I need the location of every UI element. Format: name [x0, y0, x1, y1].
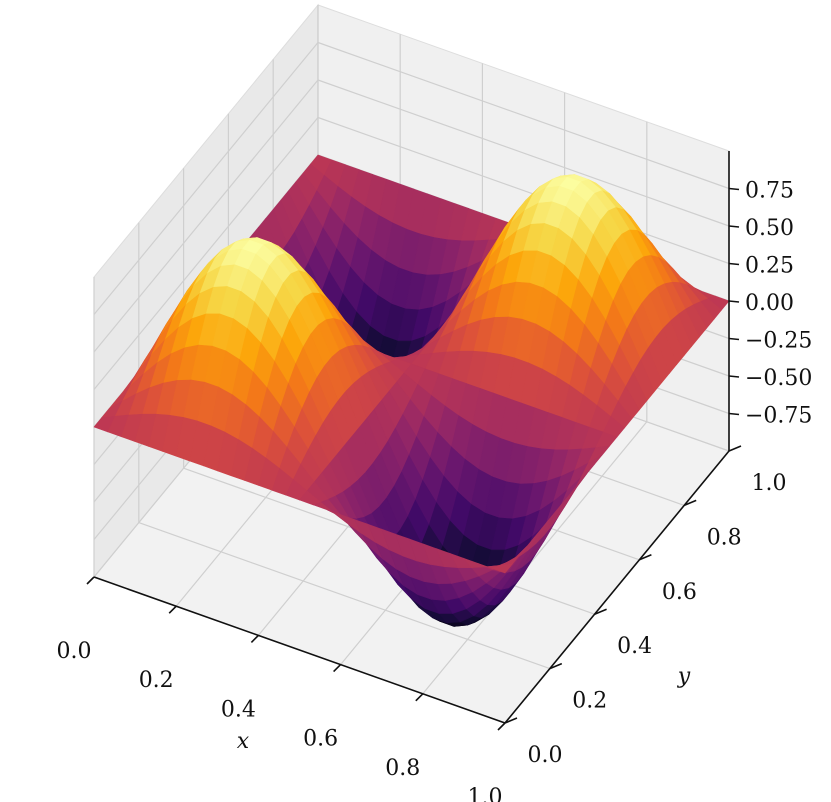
x-tick-mark: [333, 664, 342, 673]
y-tick-mark: [549, 662, 563, 670]
surface-patch: [490, 563, 514, 574]
y-tick-mark: [639, 554, 652, 561]
y-tick-label: 1.0: [752, 471, 787, 496]
z-tick-label: −0.50: [745, 366, 812, 391]
x-tick-label: 0.2: [139, 668, 174, 693]
z-tick-label: −0.75: [745, 404, 812, 429]
back-gridline: [317, 41, 730, 190]
left-gridline: [93, 79, 319, 353]
y-tick-mark: [728, 445, 742, 452]
left-gridline: [93, 117, 319, 390]
y-tick-label: 0.2: [572, 689, 607, 714]
back-gridline: [317, 79, 730, 227]
surface-mesh: [93, 154, 730, 627]
left-gridline: [93, 42, 319, 315]
z-tick-mark: [728, 187, 740, 191]
z-tick-mark: [728, 412, 740, 416]
z-tick-mark: [728, 337, 740, 341]
z-tick-label: 0.50: [745, 216, 794, 241]
y-tick-label: 0.4: [617, 634, 652, 659]
x-tick-mark: [497, 722, 506, 731]
x-tick-label: 1.0: [468, 785, 503, 802]
z-tick-label: −0.25: [745, 329, 812, 354]
y-tick-label: 0.6: [662, 580, 697, 605]
x-tick-label: 0.4: [221, 697, 256, 722]
x-tick-mark: [250, 634, 259, 643]
z-tick-label: 0.25: [745, 254, 794, 279]
x-axis-line: [93, 576, 506, 724]
y-tick-label: 0.0: [528, 743, 563, 768]
y-axis-line: [504, 450, 730, 724]
z-tick-mark: [728, 262, 740, 266]
x-tick-label: 0.0: [57, 639, 92, 664]
y-tick-mark: [504, 717, 518, 724]
back-gridline: [317, 116, 730, 265]
z-tick-label: 0.75: [745, 179, 794, 204]
z-tick-mark: [728, 375, 740, 378]
floor-gridline: [138, 522, 551, 670]
x-axis-label: x: [237, 729, 250, 754]
x-tick-label: 0.6: [303, 727, 338, 752]
x-tick-label: 0.8: [385, 756, 420, 781]
x-tick-mark: [168, 605, 177, 614]
floor-gridline: [422, 421, 648, 695]
y-tick-label: 0.8: [707, 525, 742, 550]
z-tick-mark: [728, 300, 740, 303]
z-tick-mark: [728, 225, 740, 228]
x-tick-mark: [415, 693, 424, 702]
x-tick-mark: [86, 576, 95, 585]
y-tick-mark: [683, 499, 697, 507]
y-tick-mark: [594, 608, 607, 615]
axis-ticks: 0.0 0.2 0.4 0.6 0.8 1.0 0.0 0.2 0.4 0.6 0.8 1.0 −0.7…: [57, 179, 813, 802]
z-tick-label: 0.00: [745, 291, 794, 316]
y-axis-label: y: [677, 664, 691, 689]
